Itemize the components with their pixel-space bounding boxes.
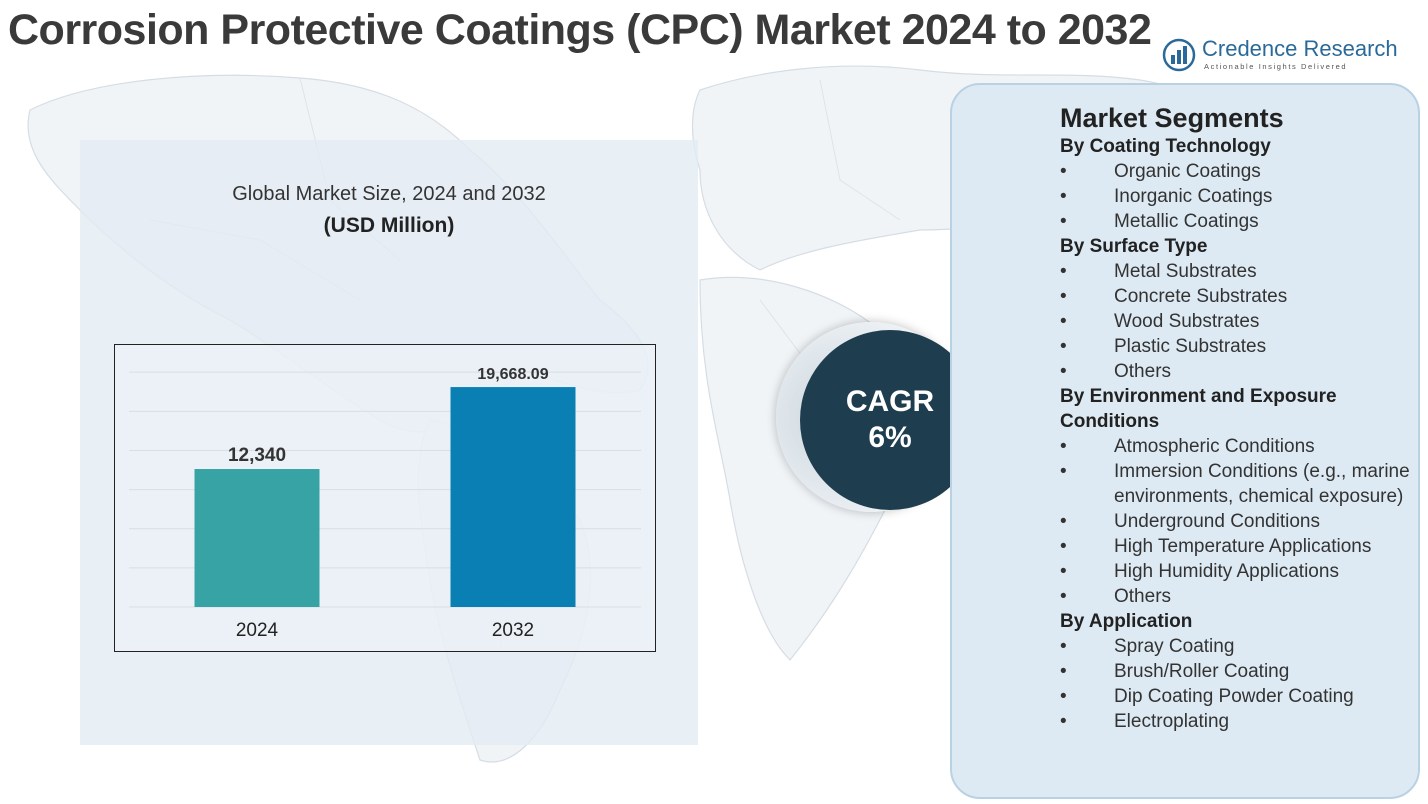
segment-item: • Spray Coating: [1060, 634, 1420, 659]
segment-item-label: High Temperature Applications: [1114, 536, 1372, 557]
market-size-chart: 12,340 2024 19,668.09 2032: [114, 344, 656, 652]
segment-item-label: Organic Coatings: [1114, 161, 1261, 182]
bullet-icon: •: [1060, 686, 1067, 707]
segment-item-label: Underground Conditions: [1114, 511, 1320, 532]
bullet-icon: •: [1060, 186, 1067, 207]
segment-group-title: By Application: [1060, 611, 1193, 632]
bullet-icon: •: [1060, 161, 1067, 182]
segment-item: • Dip Coating Powder Coating: [1060, 684, 1420, 709]
segment-group: By Surface Type • Metal Substrates • Concret…: [1060, 234, 1420, 384]
data-label-2024: 12,340: [228, 445, 286, 466]
bullet-icon: •: [1060, 536, 1067, 557]
segment-groups: By Coating Technology • Organic Coatings • I…: [1060, 134, 1420, 734]
segment-group: By Environment and Exposure Conditions • A…: [1060, 384, 1420, 609]
segment-item-label: Immersion Conditions (e.g., marine envir…: [1114, 461, 1410, 507]
bullet-icon: •: [1060, 361, 1067, 382]
bar-chart-icon: [1162, 38, 1196, 72]
segment-item: • Organic Coatings: [1060, 159, 1420, 184]
segment-group: By Application • Spray Coating • Brush/Rolle…: [1060, 609, 1420, 734]
segment-item-label: Spray Coating: [1114, 636, 1235, 657]
segment-group-title: By Coating Technology: [1060, 136, 1271, 157]
segment-item: • Underground Conditions: [1060, 509, 1420, 534]
segment-item: • Wood Substrates: [1060, 309, 1420, 334]
segment-item: • Concrete Substrates: [1060, 284, 1420, 309]
x-tick-label: 2032: [492, 620, 534, 641]
market-size-title: Global Market Size, 2024 and 2032: [232, 183, 546, 205]
bullet-icon: •: [1060, 711, 1067, 732]
segments-heading: Market Segments: [1060, 103, 1284, 133]
segment-group-title: By Surface Type: [1060, 236, 1208, 257]
segment-item: • Metal Substrates: [1060, 259, 1420, 284]
segment-item: • Others: [1060, 584, 1420, 609]
market-segments-content: Market Segments By Coating Technology • Or…: [1060, 102, 1420, 734]
bullet-icon: •: [1060, 436, 1067, 457]
cagr-label: CAGR: [845, 385, 935, 418]
segment-item-label: Wood Substrates: [1114, 311, 1260, 332]
bullet-icon: •: [1060, 636, 1067, 657]
segment-item-label: High Humidity Applications: [1114, 561, 1339, 582]
cagr-value: 6%: [868, 421, 912, 454]
logo-tagline: Actionable Insights Delivered: [1204, 62, 1348, 71]
segment-item-label: Electroplating: [1114, 711, 1230, 732]
segment-item: • Metallic Coatings: [1060, 209, 1420, 234]
bullet-icon: •: [1060, 211, 1067, 232]
bullet-icon: •: [1060, 261, 1067, 282]
segment-item: • Brush/Roller Coating: [1060, 659, 1420, 684]
segment-item: • Atmospheric Conditions: [1060, 434, 1420, 459]
bar-chart: 12,340 2024 19,668.09 2032: [129, 366, 641, 641]
bullet-icon: •: [1060, 661, 1067, 682]
segment-item-label: Atmospheric Conditions: [1114, 436, 1315, 457]
page-title: Corrosion Protective Coatings (CPC) Mark…: [8, 6, 1152, 54]
segment-item-label: Dip Coating Powder Coating: [1114, 686, 1354, 707]
segment-item-label: Metal Substrates: [1114, 261, 1257, 282]
segment-item-label: Brush/Roller Coating: [1114, 661, 1290, 682]
segment-item: • High Temperature Applications: [1060, 534, 1420, 559]
segment-item-label: Metallic Coatings: [1114, 211, 1259, 232]
segment-item: • Others: [1060, 359, 1420, 384]
market-size-unit: (USD Million): [323, 214, 455, 237]
bar-2032: [450, 387, 576, 607]
bullet-icon: •: [1060, 561, 1067, 582]
segment-item-label: Concrete Substrates: [1114, 286, 1288, 307]
bullet-icon: •: [1060, 461, 1067, 482]
segment-item-label: Inorganic Coatings: [1114, 186, 1273, 207]
market-segments-panel: [950, 83, 1420, 799]
segment-item: • Immersion Conditions (e.g., marine envi…: [1060, 459, 1420, 509]
bullet-icon: •: [1060, 336, 1067, 357]
segment-item-label: Others: [1114, 586, 1172, 607]
segment-item: • Inorganic Coatings: [1060, 184, 1420, 209]
segment-item: • High Humidity Applications: [1060, 559, 1420, 584]
credence-research-logo: Credence Research Actionable Insights De…: [1162, 36, 1402, 76]
data-label-2032: 19,668.09: [477, 366, 548, 383]
bullet-icon: •: [1060, 586, 1067, 607]
segment-item-label: Plastic Substrates: [1114, 336, 1267, 357]
segment-group: By Coating Technology • Organic Coatings • I…: [1060, 134, 1420, 234]
bullet-icon: •: [1060, 511, 1067, 532]
logo-name: Credence Research: [1202, 36, 1398, 61]
segment-item: • Plastic Substrates: [1060, 334, 1420, 359]
segment-group-title: By Environment and Exposure Conditions: [1060, 386, 1337, 432]
segment-item: • Electroplating: [1060, 709, 1420, 734]
bar-2024: [194, 469, 320, 607]
bullet-icon: •: [1060, 286, 1067, 307]
bullet-icon: •: [1060, 311, 1067, 332]
segment-item-label: Others: [1114, 361, 1172, 382]
x-tick-label: 2024: [236, 620, 279, 641]
